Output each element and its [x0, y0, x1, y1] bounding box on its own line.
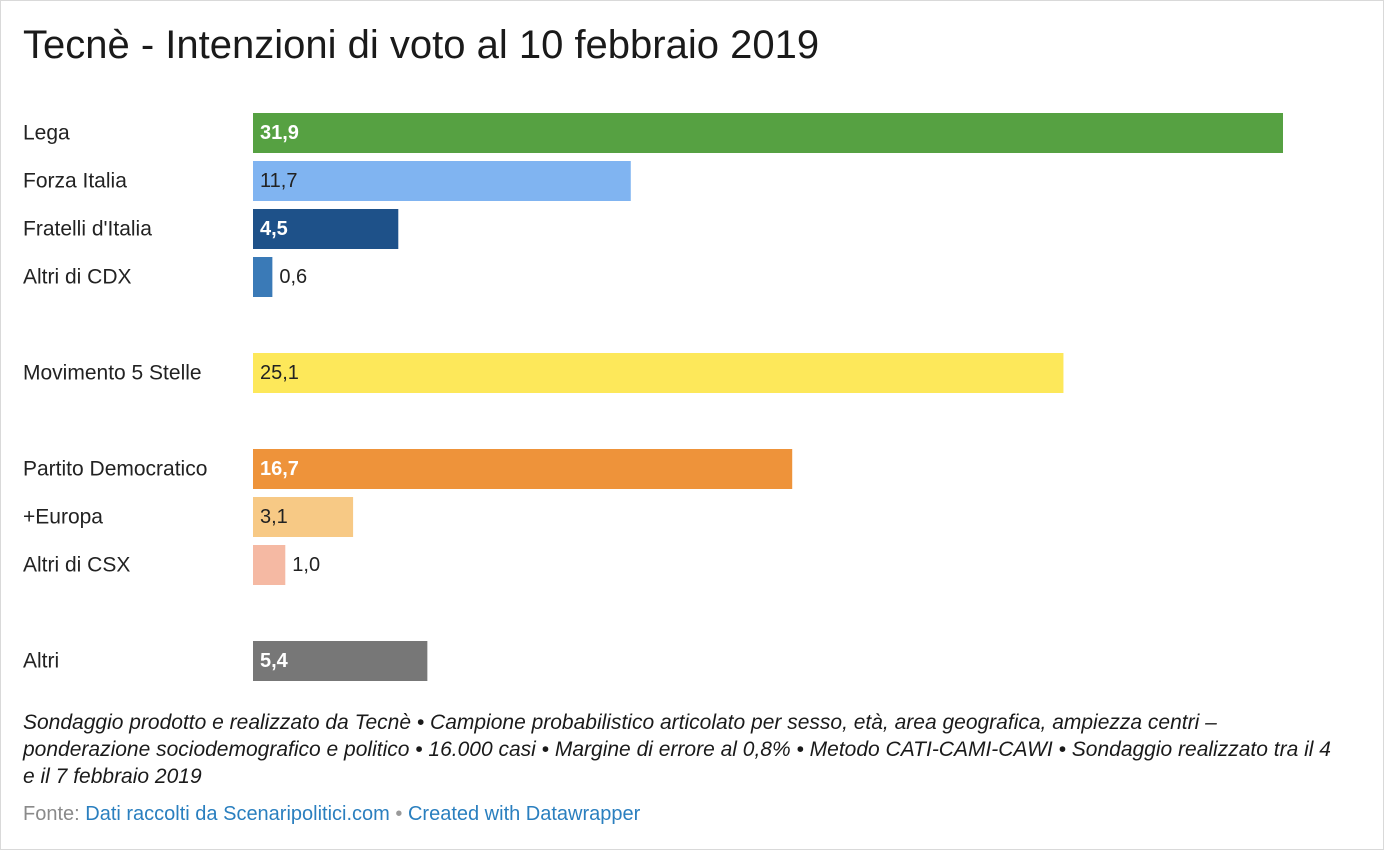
bar-europa — [253, 497, 354, 537]
bar-partito-democratico — [253, 449, 793, 489]
category-label-altri: Altri — [23, 650, 59, 673]
category-label-lega: Lega — [23, 122, 70, 145]
bar-forza-italia — [253, 161, 631, 201]
category-label-altri-di-cdx: Altri di CDX — [23, 266, 132, 289]
value-label-fratelli-d-italia: 4,5 — [260, 218, 288, 240]
value-label-movimento-5-stelle: 25,1 — [260, 362, 299, 384]
bar-altri — [253, 641, 428, 681]
datawrapper-link[interactable]: Created with Datawrapper — [407, 803, 641, 825]
value-label-altri-di-cdx: 0,6 — [279, 266, 307, 288]
bar-lega — [253, 113, 1283, 153]
source-prefix: Fonte: — [23, 803, 80, 825]
source-link[interactable]: Dati raccolti da Scenaripolitici.com — [85, 803, 390, 825]
category-label-altri-di-csx: Altri di CSX — [23, 554, 130, 577]
bar-chart: Lega 31,9 Forza Italia 11,7 Fratelli d'Itali… — [23, 113, 1283, 681]
category-label-fratelli-d-italia: Fratelli d'Italia — [23, 218, 152, 241]
value-label-europa: 3,1 — [260, 506, 288, 528]
category-label-europa: +Europa — [23, 506, 103, 529]
chart-notes: Sondaggio prodotto e realizzato da Tecnè… — [23, 711, 1331, 788]
bar-altri-di-csx — [253, 545, 286, 585]
value-label-altri: 5,4 — [260, 650, 289, 672]
category-label-forza-italia: Forza Italia — [23, 170, 127, 193]
chart-title: Tecnè - Intenzioni di voto al 10 febbrai… — [23, 23, 820, 67]
value-label-forza-italia: 11,7 — [260, 170, 297, 192]
source-separator: • — [395, 803, 403, 825]
bar-movimento-5-stelle — [253, 353, 1064, 393]
category-label-movimento-5-stelle: Movimento 5 Stelle — [23, 362, 202, 385]
category-label-partito-democratico: Partito Democratico — [23, 458, 207, 481]
value-label-lega: 31,9 — [260, 122, 299, 144]
source-line: Fonte: Dati raccolti da Scenaripolitici.… — [23, 803, 640, 826]
value-label-partito-democratico: 16,7 — [260, 458, 299, 480]
value-label-altri-di-csx: 1,0 — [292, 554, 320, 576]
bar-fratelli-d-italia — [253, 209, 399, 249]
bar-altri-di-cdx — [253, 257, 273, 297]
